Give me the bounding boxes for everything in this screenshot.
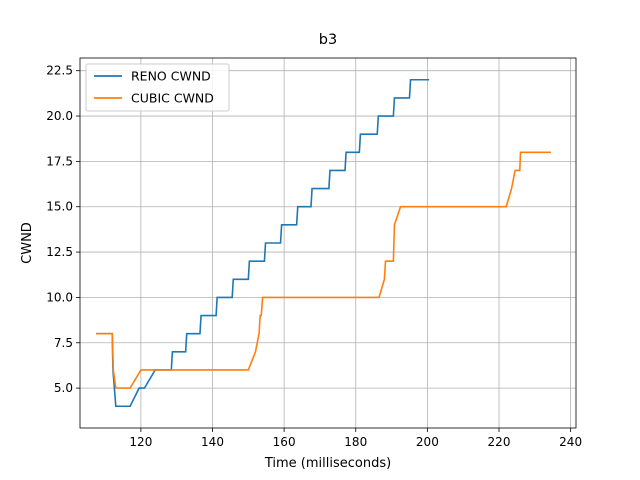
y-tick-label: 15.0 [46, 200, 73, 214]
y-axis-ticks: 5.0 7.5 10.0 12.5 15.0 17.5 20.0 22.5 [46, 64, 80, 395]
series-line-cubic [96, 151, 551, 389]
x-tick-label: 240 [559, 435, 582, 449]
y-tick-label: 5.0 [54, 381, 73, 395]
x-tick-label: 120 [129, 435, 152, 449]
series-line-reno [96, 78, 430, 408]
x-tick-label: 220 [488, 435, 511, 449]
y-tick-label: 12.5 [46, 245, 73, 259]
series-layer [96, 78, 551, 408]
x-axis-ticks: 120 140 160 180 200 220 240 [129, 428, 582, 449]
y-tick-label: 22.5 [46, 64, 73, 78]
x-tick-label: 160 [273, 435, 296, 449]
axes-frame [79, 57, 577, 429]
y-tick-label: 17.5 [46, 154, 73, 168]
y-tick-label: 7.5 [54, 336, 73, 350]
legend-label-cubic: CUBIC CWND [131, 91, 214, 106]
chart-title: b3 [319, 32, 337, 48]
y-tick-label: 20.0 [46, 109, 73, 123]
grid-lines [80, 58, 576, 428]
x-tick-label: 200 [416, 435, 439, 449]
x-tick-label: 180 [344, 435, 367, 449]
legend: RENO CWND CUBIC CWND [85, 63, 230, 112]
y-axis-label: CWND [20, 222, 35, 264]
x-axis-label: Time (milliseconds) [264, 456, 391, 471]
x-tick-label: 140 [201, 435, 224, 449]
y-tick-label: 10.0 [46, 290, 73, 304]
legend-label-reno: RENO CWND [131, 69, 211, 84]
